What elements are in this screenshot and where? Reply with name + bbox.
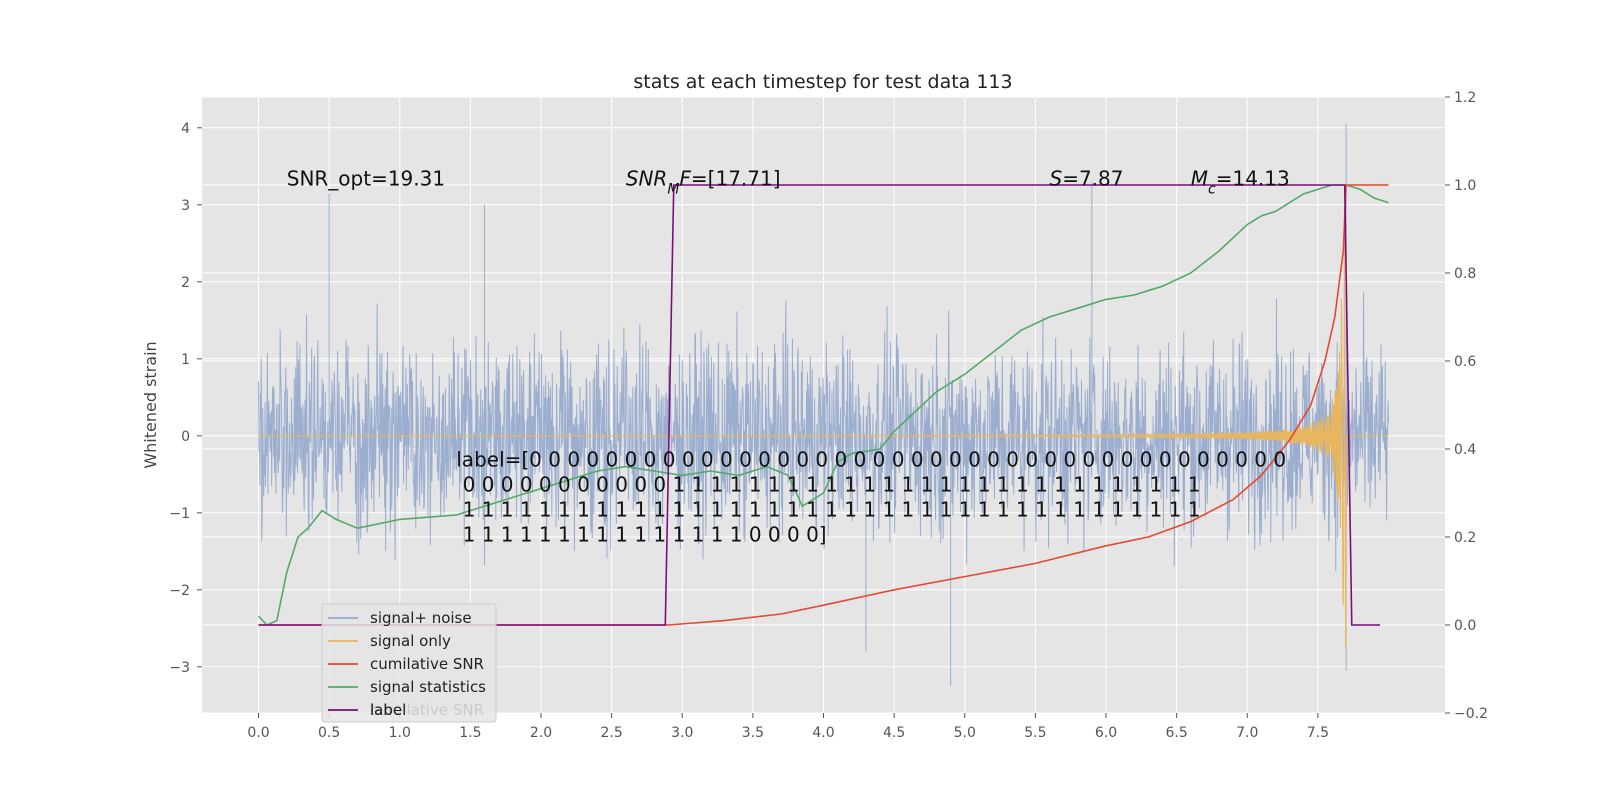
x-tick-label: 3.5 [742,725,764,741]
legend-entry: signal only [370,632,451,650]
annotation-mc: Mc=14.13 [1191,167,1290,198]
label-array-line: 1 1 1 1 1 1 1 1 1 1 1 1 1 1 1 0 0 0 0] [456,523,826,547]
y2-tick-label: 1.2 [1454,90,1476,106]
series-signal-only [258,206,1389,649]
y2-tick-label: −0.2 [1454,706,1488,722]
legend-box [321,603,497,723]
y-tick-label: 1 [181,352,190,368]
x-tick-label: 5.5 [1024,725,1046,741]
legend-entry: signal statistics [370,678,486,696]
y-tick-label: −1 [169,506,190,522]
x-tick-label: 0.0 [247,725,269,741]
y-tick-label: 4 [181,121,190,137]
legend-entry: cumilative SNR [370,655,484,673]
label-array-annotation: label=[0 0 0 0 0 0 0 0 0 0 0 0 0 0 0 0 0… [456,448,1286,547]
label-array-line: 0 0 0 0 0 0 0 0 0 0 0 1 1 1 1 1 1 1 1 1 … [456,473,1200,497]
label-array-line: 1 1 1 1 1 1 1 1 1 1 1 1 1 1 1 1 1 1 1 1 … [456,498,1200,522]
x-tick-label: 1.0 [389,725,411,741]
x-tick-label: 0.5 [318,725,340,741]
y-axis-label: Whitened strain [141,341,160,468]
x-tick-label: 2.5 [600,725,622,741]
series-layer [257,123,1389,687]
y2-tick-label: 1.0 [1454,178,1476,194]
x-tick-label: 7.0 [1236,725,1258,741]
annotation-s_stat: S=7.87 [1050,167,1124,191]
y-tick-label: −3 [169,660,190,676]
legend-entry: label [370,701,406,719]
legend-entry-label-overlay: label [370,701,406,719]
y2-tick-label: 0.6 [1454,354,1476,370]
x-tick-label: 6.0 [1095,725,1117,741]
x-tick-label: 6.5 [1165,725,1187,741]
legend-ghost-text: cumilative SNR [370,701,484,719]
y-tick-label: 0 [181,429,190,445]
x-tick-label: 1.5 [459,725,481,741]
annotation-snr_mf: SNRMF=[17.71] [626,167,781,198]
y2-tick-label: 0.8 [1454,266,1476,282]
y-tick-label: 2 [181,275,190,291]
x-tick-label: 2.0 [530,725,552,741]
label-array-line: label=[0 0 0 0 0 0 0 0 0 0 0 0 0 0 0 0 0… [456,448,1286,472]
series-signal-statistics [257,184,1389,626]
ticks: 0.0 0.5 1.0 1.5 2.0 2.5 3.0 3.5 4.0 4.5 5.0 5.5 6.0 6… [169,90,1488,741]
annotation-snr_opt: SNR_opt=19.31 [287,167,445,191]
y2-tick-label: 0.4 [1454,442,1476,458]
x-tick-label: 4.5 [883,725,905,741]
y-tick-label: 3 [181,198,190,214]
series-label [258,184,1381,626]
y-tick-label: −2 [169,583,190,599]
chart-title: stats at each timestep for test data 113 [633,71,1012,93]
x-tick-label: 4.0 [812,725,834,741]
legend: signal+ noise signal only cumilative SNR si… [321,603,497,723]
series-cumilative-snr [258,184,1389,626]
y2-tick-label: 0.2 [1454,530,1476,546]
x-tick-label: 5.0 [954,725,976,741]
x-tick-label: 7.5 [1307,725,1329,741]
x-tick-label: 3.0 [671,725,693,741]
legend-entry: signal+ noise [370,609,472,627]
y2-tick-label: 0.0 [1454,618,1476,634]
annotations: SNR_opt=19.31 SNRMF=[17.71] S=7.87 Mc=14.13 [287,167,1290,198]
